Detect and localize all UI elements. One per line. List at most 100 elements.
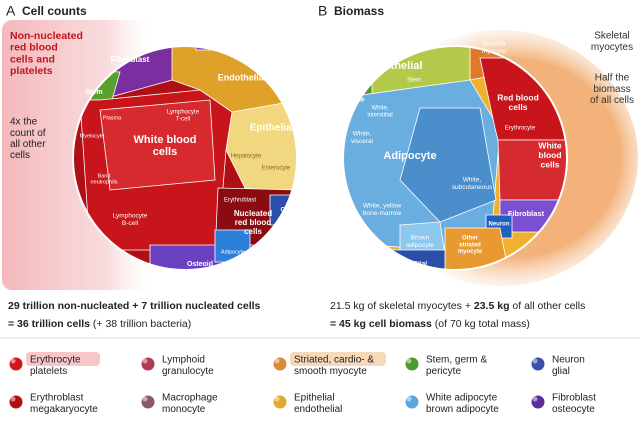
legend-label: Macrophage (162, 393, 218, 404)
cell-label: Pericyte (339, 97, 365, 104)
cell-label: myocyte (482, 48, 507, 55)
legend-icon (532, 358, 538, 364)
note: of all cells (590, 95, 634, 106)
treemap-a (73, 46, 297, 270)
summary-part: 23.5 kg (474, 300, 510, 312)
cell-label: Enterocyte (262, 166, 291, 172)
legend-label: monocyte (162, 404, 206, 415)
cell-label: Glial (413, 261, 427, 268)
cell-label: cells (153, 146, 177, 158)
legend-label: megakaryocyte (30, 404, 98, 415)
legend-label: granulocyte (162, 366, 214, 377)
legend-icon (530, 394, 546, 410)
legend-label: White adipocyte (426, 393, 498, 404)
cell-label: visceral (351, 138, 374, 145)
legend-label: smooth myocyte (294, 366, 367, 377)
cell-label: White (538, 140, 561, 150)
legend-icon (404, 394, 420, 410)
legend-label: endothelial (294, 404, 342, 415)
cell-label: Osteoid (187, 261, 213, 268)
cell-label: cells (509, 102, 528, 112)
cell-label: Plasma (103, 115, 122, 121)
legend-icon (406, 396, 412, 402)
note: cells (10, 150, 30, 161)
cell-label: White, (371, 106, 388, 112)
panel-title: Cell counts (22, 4, 87, 18)
legend-label: brown adipocyte (426, 404, 499, 415)
cell-label: Other (462, 236, 479, 242)
cell-label: T-cell (176, 116, 190, 122)
legend-label: Erythrocyte (30, 355, 81, 366)
cell-label: White, yellow (363, 203, 402, 210)
cell-label: red blood (235, 218, 272, 227)
legend-label: Neuron (552, 355, 585, 366)
legend-icon (272, 356, 288, 372)
summary-line: = 36 trillion cells (+ 38 trillion bacte… (8, 318, 191, 330)
cell-label: cells (244, 227, 262, 236)
cell-label: Erythroblast (224, 198, 256, 204)
cell-label: Glial (280, 208, 293, 214)
cell-label: Stem (407, 78, 421, 84)
legend-icon (140, 356, 156, 372)
legend-label: Striated, cardio- & (294, 355, 374, 366)
region (99, 99, 216, 191)
summary-part: = 45 kg cell biomass (330, 318, 432, 330)
cell-label: Pericyte (195, 38, 217, 44)
legend-highlight (290, 352, 386, 366)
region (399, 107, 497, 223)
legend-label: Stem, germ & (426, 355, 487, 366)
cell-label: adipocyte (406, 242, 434, 249)
cell-label: bone-marrow (363, 210, 402, 217)
legend-icon (404, 356, 420, 372)
note: all other (10, 139, 46, 150)
note: cells and (10, 53, 55, 65)
cell-label: Lymphocyte (113, 213, 148, 220)
note: count of (10, 128, 46, 139)
legend-icon (142, 396, 148, 402)
cell-label: Hepatocyte (231, 154, 262, 160)
cell-label: Epithelial (374, 60, 423, 72)
legend-label: glial (552, 366, 570, 377)
cell-label: B-cell (122, 220, 139, 227)
legend-label: pericyte (426, 366, 461, 377)
note: Non-nucleated (10, 30, 83, 42)
cell-label: Nucleated (234, 209, 272, 218)
note: 4x the (10, 117, 38, 128)
legend-label: osteocyte (552, 404, 595, 415)
legend-icon (272, 394, 288, 410)
summary-line: 21.5 kg of skeletal myocytes + 23.5 kg o… (330, 300, 585, 312)
legend-label: Erythroblast (30, 393, 84, 404)
cell-label: Epithelial (250, 123, 295, 134)
legend-icon (142, 358, 148, 364)
cell-label: Neuron (489, 222, 510, 228)
note: biomass (593, 84, 630, 95)
cell-label: Stem (85, 89, 102, 96)
cell-label: Erythrocyte (505, 126, 536, 132)
cell-label: Endothelial (218, 72, 267, 82)
legend-icon (274, 396, 280, 402)
legend-icon (530, 356, 546, 372)
summary-part: 29 trillion non-nucleated (8, 300, 129, 312)
cell-label: Endo- (416, 32, 432, 38)
summary-part: (+ 38 trillion bacteria) (93, 318, 191, 330)
cell-label: Smooth (483, 41, 506, 48)
panel-letter: A (6, 3, 16, 19)
legend-label: Lymphoid (162, 355, 205, 366)
cell-label: thelial (416, 38, 432, 44)
legend-icon (8, 394, 24, 410)
cell-label: neutrophils (91, 180, 118, 186)
region (497, 139, 567, 201)
summary-part: of all other cells (512, 300, 585, 312)
legend-icon (140, 394, 156, 410)
note: myocytes (591, 42, 633, 53)
summary-line: 29 trillion non-nucleated + 7 trillion n… (8, 300, 261, 312)
cell-label: Fibroblast (508, 209, 545, 218)
circle-outline (342, 45, 568, 271)
cell-label: blood (538, 150, 561, 160)
legend-icon (532, 396, 538, 402)
legend-icon (406, 358, 412, 364)
summary-part: (of 70 kg total mass) (435, 318, 530, 330)
note: platelets (10, 65, 53, 77)
legend-icon (10, 396, 16, 402)
